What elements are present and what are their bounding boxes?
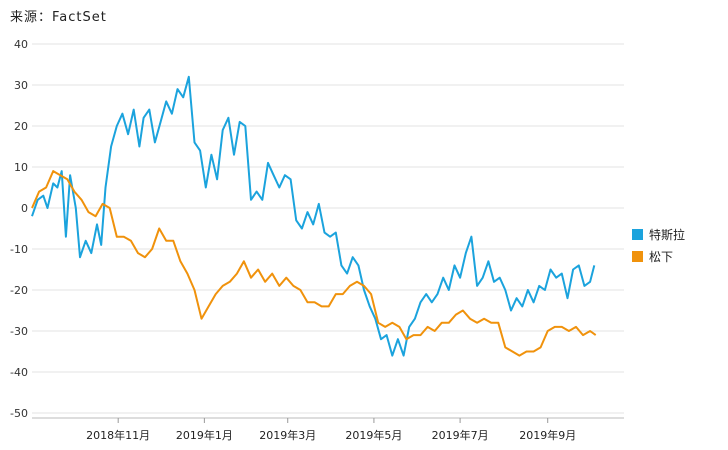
source-note: 来源：FactSet (10, 10, 107, 25)
x-tick-label: 2018年11月 (86, 428, 150, 442)
y-tick-label: -10 (10, 243, 28, 256)
legend-item-panasonic: 松下 (632, 246, 685, 266)
y-tick-label: 40 (14, 38, 28, 51)
y-tick-label: 0 (21, 202, 28, 215)
y-tick-label: 30 (14, 79, 28, 92)
x-tick-label: 2019年3月 (259, 428, 316, 442)
x-tick-label: 2019年1月 (176, 428, 233, 442)
legend: 特斯拉 松下 (632, 224, 685, 268)
y-tick-label: -40 (10, 366, 28, 379)
x-tick-label: 2019年9月 (519, 428, 576, 442)
x-tick-label: 2019年7月 (432, 428, 489, 442)
legend-swatch-panasonic (632, 250, 643, 262)
x-tick-label: 2019年5月 (345, 428, 402, 442)
y-tick-label: 20 (14, 120, 28, 133)
series-line-panasonic (31, 170, 597, 357)
y-tick-label: -50 (10, 407, 28, 420)
y-tick-label: -30 (10, 325, 28, 338)
series-line-tesla (31, 75, 596, 357)
legend-label-panasonic: 松下 (649, 249, 674, 264)
y-tick-label: -20 (10, 284, 28, 297)
legend-item-tesla: 特斯拉 (632, 224, 685, 244)
legend-swatch-tesla (632, 228, 643, 240)
y-tick-label: 10 (14, 161, 28, 174)
legend-label-tesla: 特斯拉 (649, 227, 686, 242)
